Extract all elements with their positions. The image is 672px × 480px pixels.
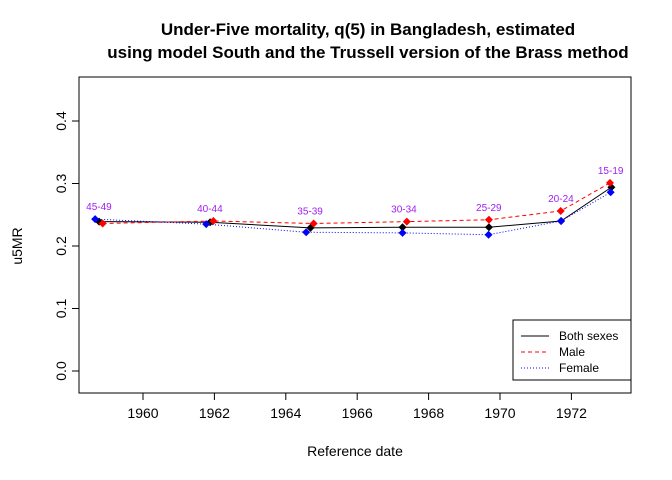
data-point — [398, 228, 407, 237]
y-tick-label: 0.1 — [53, 299, 69, 319]
data-point — [302, 228, 311, 237]
point-label: 15-19 — [598, 166, 624, 177]
series-line-male — [102, 182, 611, 225]
x-tick-label: 1972 — [556, 405, 587, 421]
chart-title-line-2: using model South and the Trussell versi… — [107, 43, 628, 62]
legend: Both sexes Male Female — [512, 319, 632, 381]
data-point — [556, 207, 565, 215]
data-point — [209, 217, 218, 225]
point-label: 45-49 — [86, 202, 112, 213]
x-tick-label: 1964 — [270, 405, 301, 421]
series-layer — [91, 178, 616, 239]
point-label: 30-34 — [391, 205, 417, 216]
point-label: 25-29 — [476, 203, 502, 214]
y-tick-label: 0.2 — [53, 236, 69, 256]
y-axis: 0.0 0.1 0.2 0.3 0.4 — [53, 111, 80, 381]
point-label: 40-44 — [197, 204, 223, 215]
y-tick-label: 0.4 — [53, 111, 69, 131]
data-point — [91, 215, 100, 224]
data-point — [606, 188, 615, 197]
x-axis-label: Reference date — [307, 443, 403, 459]
data-point — [605, 178, 614, 187]
x-tick-label: 1970 — [484, 405, 515, 421]
legend-box — [512, 319, 632, 381]
data-point — [557, 217, 566, 225]
data-point — [402, 217, 411, 226]
data-point — [484, 230, 493, 239]
data-point — [98, 219, 107, 228]
x-tick-label: 1962 — [199, 405, 230, 421]
legend-label-male: Male — [559, 345, 585, 359]
chart-title-line-1: Under-Five mortality, q(5) in Bangladesh… — [161, 20, 575, 39]
point-labels: 45-49 40-44 35-39 30-34 25-29 20-24 15-19 — [86, 166, 624, 218]
y-tick-label: 0.0 — [53, 361, 69, 381]
x-tick-label: 1968 — [413, 405, 444, 421]
x-axis: 1960 1962 1964 1966 1968 1970 1972 — [127, 392, 587, 421]
legend-label-both: Both sexes — [559, 329, 618, 343]
x-tick-label: 1966 — [342, 405, 373, 421]
data-point — [484, 215, 493, 224]
data-point — [484, 223, 493, 232]
x-tick-label: 1960 — [127, 405, 158, 421]
y-tick-label: 0.3 — [53, 174, 69, 194]
y-axis-label: u5MR — [9, 227, 25, 264]
legend-label-female: Female — [559, 361, 599, 375]
data-point — [309, 219, 318, 228]
point-label: 35-39 — [297, 207, 323, 218]
data-point — [202, 220, 211, 229]
data-point — [398, 223, 407, 232]
point-label: 20-24 — [548, 194, 574, 205]
series-line-female — [95, 191, 611, 236]
